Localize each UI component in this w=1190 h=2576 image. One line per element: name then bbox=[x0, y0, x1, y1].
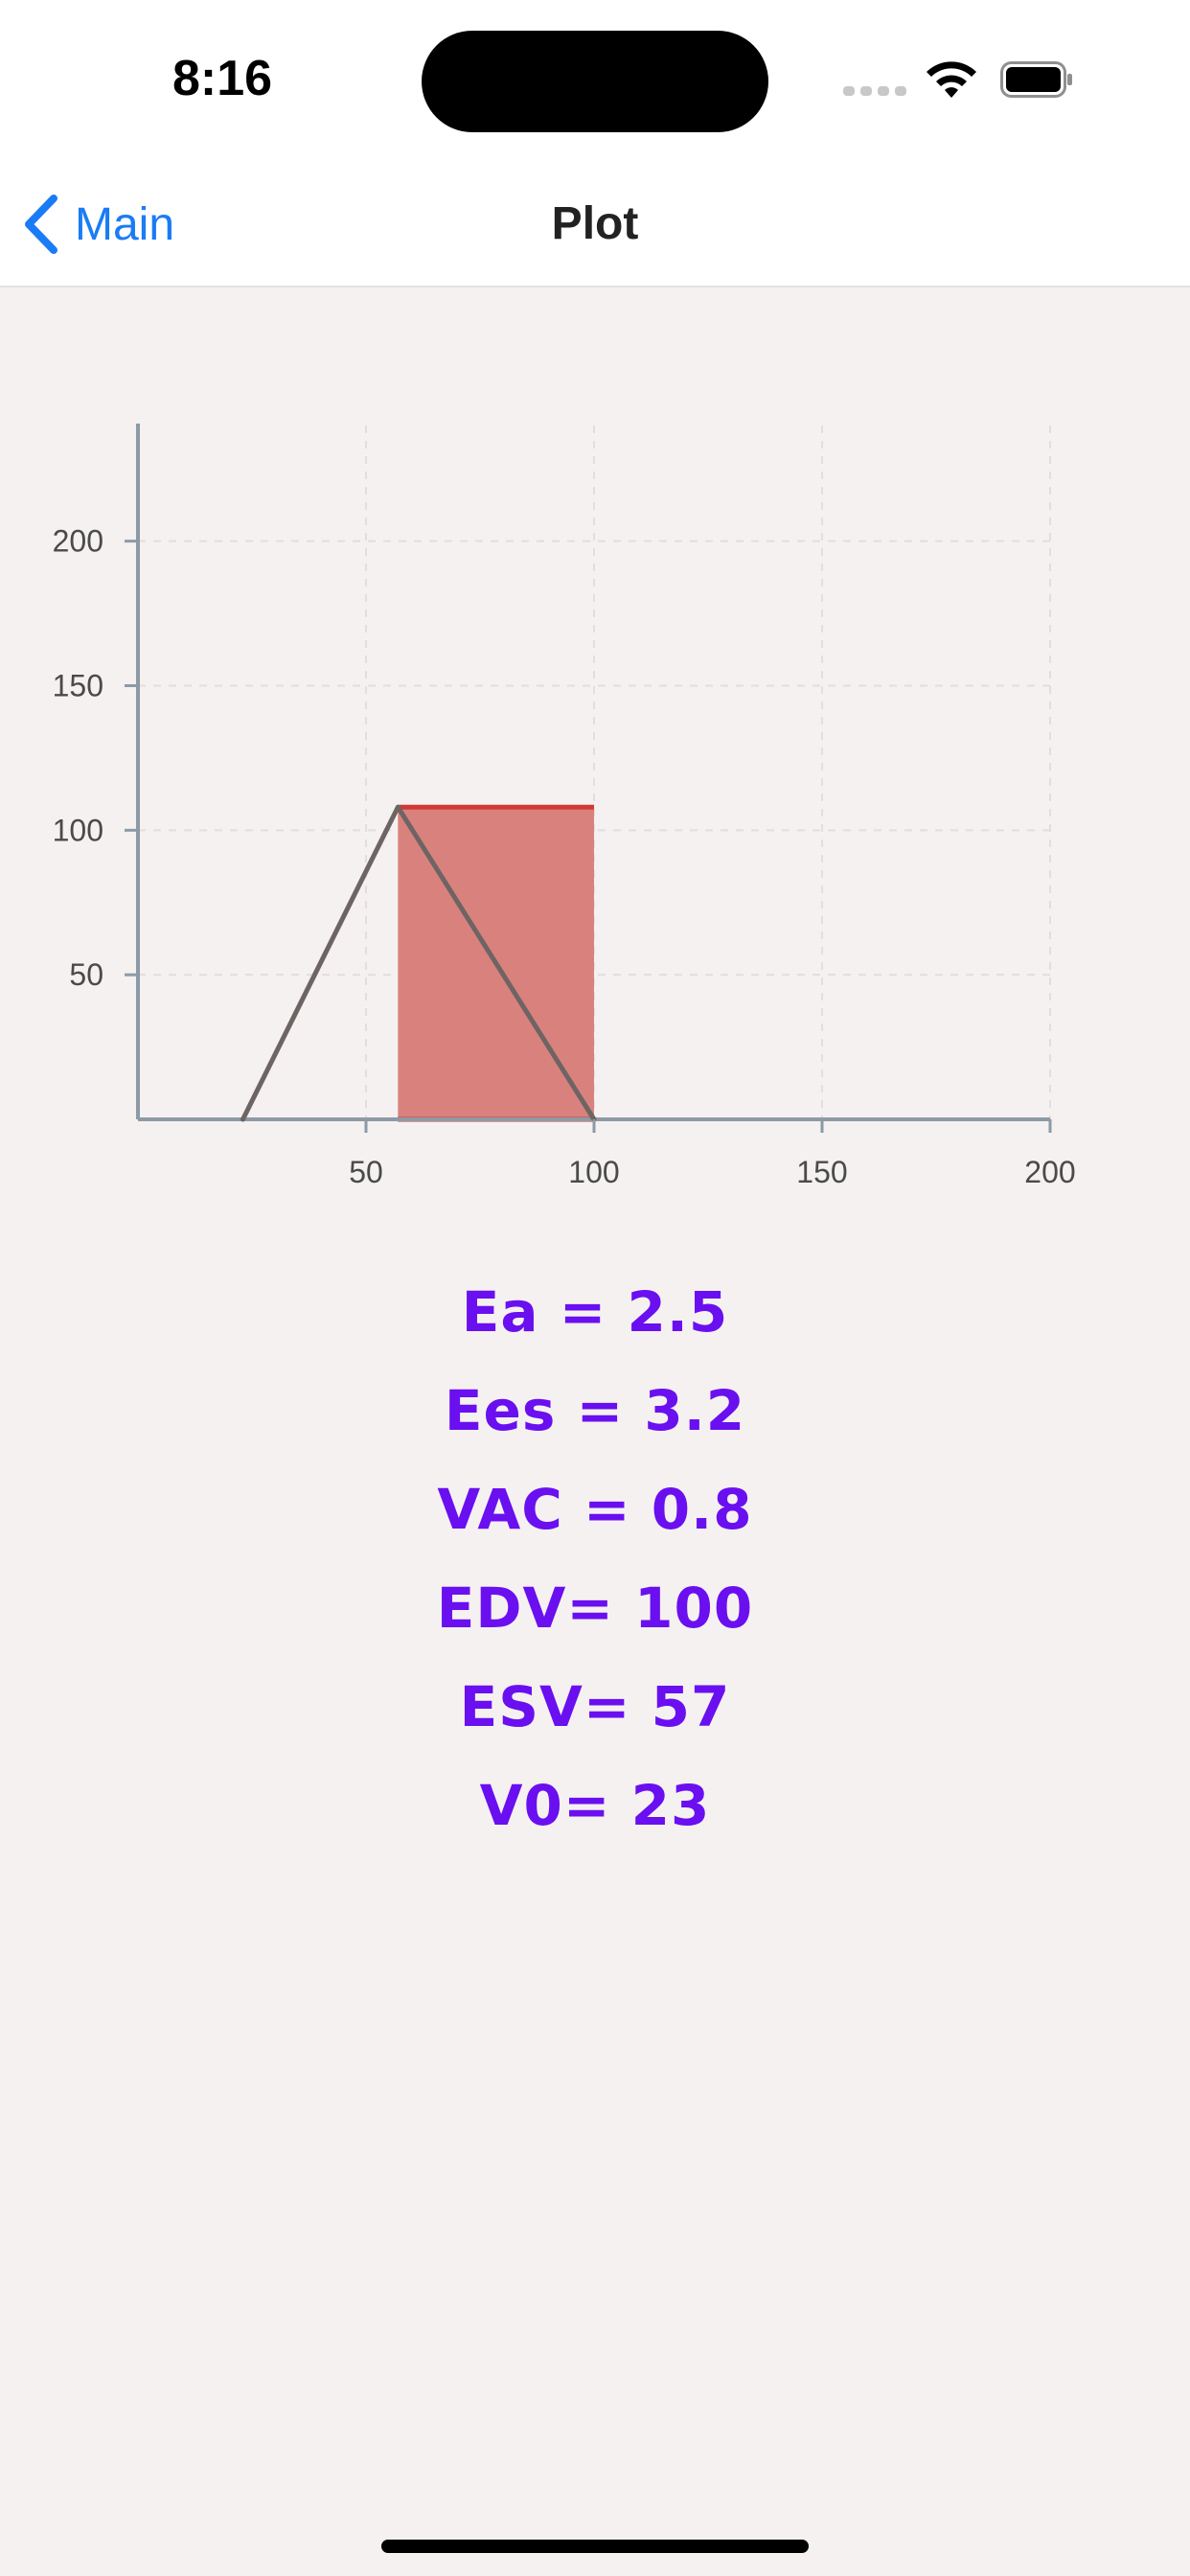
result-v0: V0= 23 bbox=[479, 1773, 711, 1838]
back-button-label: Main bbox=[75, 198, 175, 250]
x-tick-label: 200 bbox=[1024, 1155, 1075, 1189]
home-indicator bbox=[381, 2540, 809, 2553]
x-tick-label: 50 bbox=[349, 1155, 383, 1189]
y-tick-label: 150 bbox=[53, 669, 103, 703]
cellular-signal-icon bbox=[843, 86, 906, 98]
result-ees: Ees = 3.2 bbox=[444, 1378, 746, 1443]
status-time: 8:16 bbox=[172, 51, 273, 106]
result-vac: VAC = 0.8 bbox=[437, 1477, 753, 1542]
results-list: Ea = 2.5 Ees = 3.2 VAC = 0.8 EDV= 100 ES… bbox=[0, 1263, 1190, 1855]
x-tick-label: 150 bbox=[796, 1155, 847, 1189]
x-tick-label: 100 bbox=[568, 1155, 619, 1189]
status-bar: 8:16 bbox=[0, 0, 1190, 163]
result-esv: ESV= 57 bbox=[459, 1674, 731, 1739]
y-tick-label: 200 bbox=[53, 524, 103, 559]
navigation-bar: Main Plot bbox=[0, 163, 1190, 288]
battery-icon bbox=[1000, 61, 1072, 98]
back-button[interactable]: Main bbox=[19, 190, 174, 259]
chart-ticks: 50 100 150 200 50 100 150 200 bbox=[53, 524, 1076, 1189]
series-line-segment bbox=[395, 804, 597, 1122]
y-tick-label: 50 bbox=[69, 957, 103, 992]
page-title: Plot bbox=[551, 198, 639, 249]
dynamic-island bbox=[422, 31, 768, 132]
series-line-segment bbox=[240, 804, 400, 1122]
result-ea: Ea = 2.5 bbox=[461, 1279, 729, 1345]
chart-lines bbox=[240, 804, 597, 1122]
result-edv: EDV= 100 bbox=[436, 1576, 754, 1641]
wifi-icon bbox=[927, 61, 976, 98]
pv-loop-chart: 50 100 150 200 50 100 150 200 bbox=[53, 424, 1076, 1189]
y-tick-label: 100 bbox=[53, 813, 103, 847]
chevron-left-icon bbox=[25, 195, 57, 254]
